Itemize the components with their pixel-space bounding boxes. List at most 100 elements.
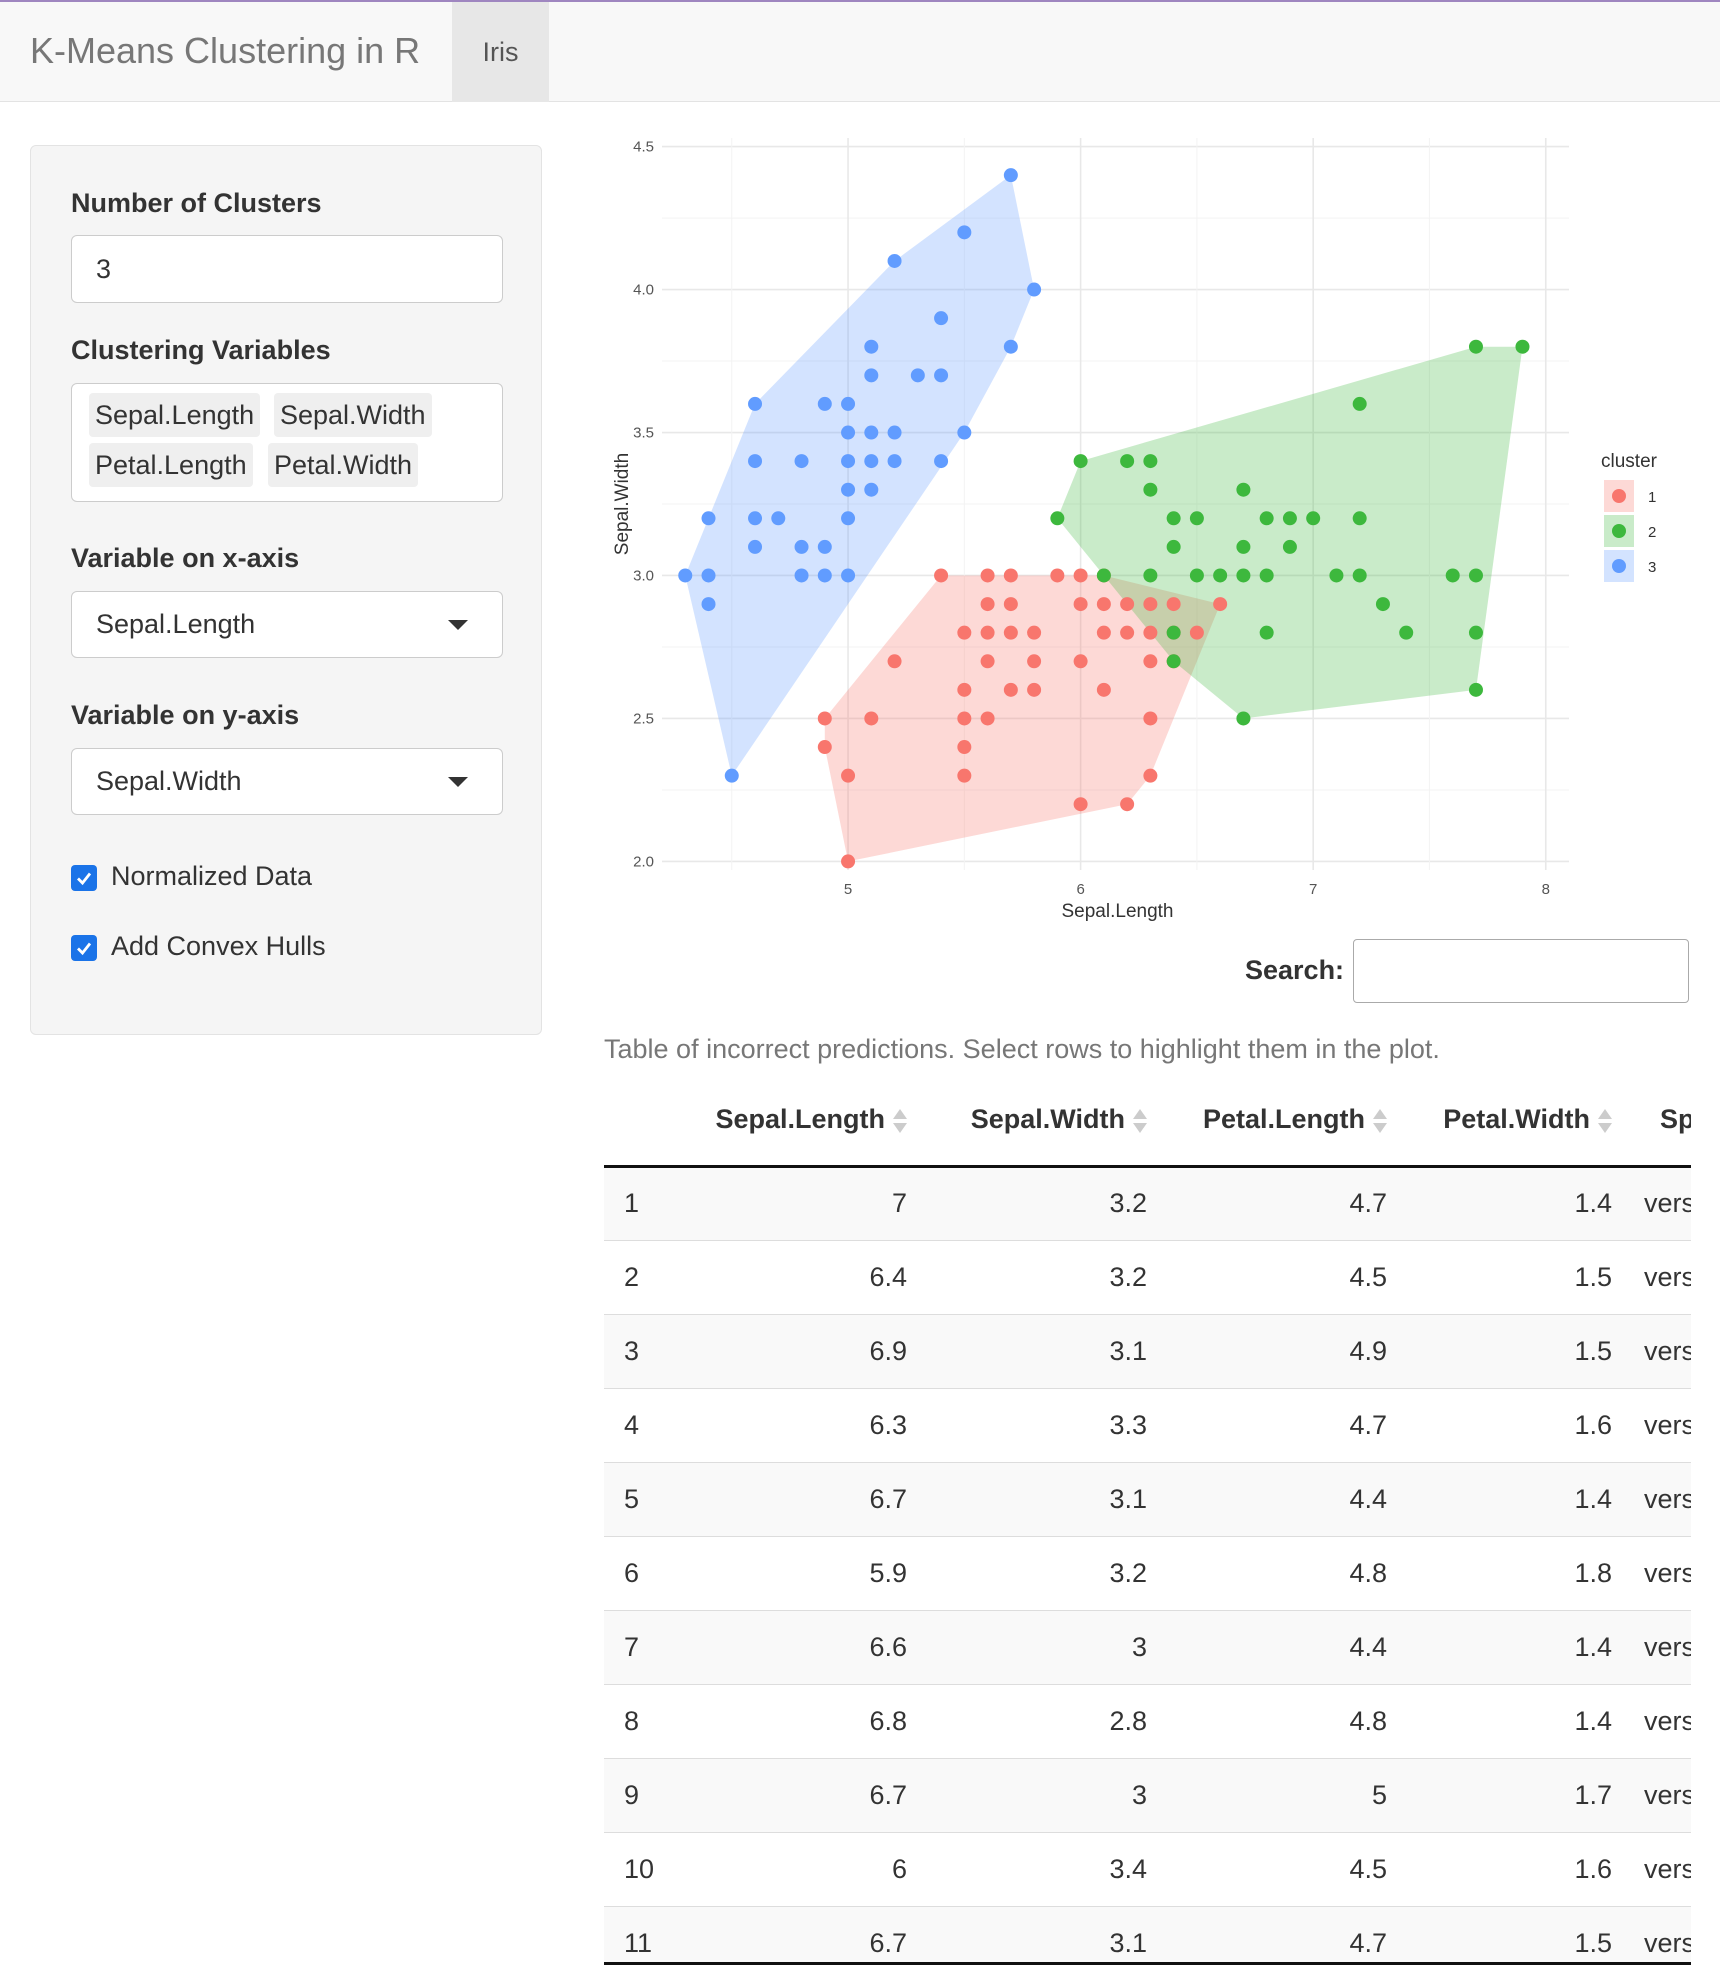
table-cell: 6.7	[664, 1462, 907, 1537]
col-header-species[interactable]: Sp	[1612, 1075, 1691, 1168]
table-cell: 4	[604, 1388, 664, 1463]
chevron-down-icon	[448, 620, 468, 630]
data-point-cluster-2	[1050, 511, 1065, 526]
data-point-cluster-1	[1166, 597, 1181, 612]
table-row[interactable]: 3 6.9 3.1 4.9 1.5 vers	[604, 1314, 1691, 1389]
data-point-cluster-3	[934, 454, 949, 469]
table-cell: 6.7	[664, 1758, 907, 1833]
table-row[interactable]: 5 6.7 3.1 4.4 1.4 vers	[604, 1462, 1691, 1537]
data-point-cluster-3	[957, 425, 972, 440]
var-chip[interactable]: Sepal.Width	[274, 393, 432, 437]
num-clusters-input[interactable]: 3	[71, 235, 503, 303]
data-point-cluster-3	[794, 568, 809, 583]
x-axis-select[interactable]: Sepal.Length	[71, 591, 503, 658]
data-point-cluster-3	[864, 482, 879, 497]
table-row[interactable]: 2 6.4 3.2 4.5 1.5 vers	[604, 1240, 1691, 1315]
convex-hulls-checkbox[interactable]	[71, 935, 97, 961]
data-point-cluster-1	[934, 568, 949, 583]
data-point-cluster-1	[980, 625, 995, 640]
data-point-cluster-2	[1189, 511, 1204, 526]
data-point-cluster-3	[910, 368, 925, 383]
table-cell: 4.7	[1147, 1906, 1387, 1962]
var-chip[interactable]: Sepal.Length	[89, 393, 261, 437]
table-cell: vers	[1612, 1610, 1691, 1685]
table-cell: 4.4	[1147, 1462, 1387, 1537]
sort-icon[interactable]	[1133, 1108, 1147, 1134]
x-tick-label: 5	[844, 881, 852, 898]
table-cell: 2.8	[907, 1684, 1147, 1759]
legend-label: 2	[1648, 524, 1656, 541]
data-point-cluster-3	[748, 539, 763, 554]
table-cell: 7	[664, 1166, 907, 1241]
clustering-vars-select[interactable]: Sepal.Length Sepal.Width Petal.Length Pe…	[71, 383, 503, 502]
cluster-hull-1	[824, 575, 1221, 862]
data-point-cluster-2	[1352, 511, 1367, 526]
table-cell: 1.5	[1387, 1314, 1612, 1389]
table-row[interactable]: 1 7 3.2 4.7 1.4 vers	[604, 1166, 1691, 1241]
var-chip[interactable]: Petal.Length	[89, 443, 253, 487]
table-row[interactable]: 7 6.6 3 4.4 1.4 vers	[604, 1610, 1691, 1685]
data-point-cluster-2	[1143, 482, 1158, 497]
data-point-cluster-3	[817, 539, 832, 554]
table-row[interactable]: 6 5.9 3.2 4.8 1.8 vers	[604, 1536, 1691, 1611]
x-axis-title: Sepal.Length	[1062, 901, 1174, 922]
table-row[interactable]: 4 6.3 3.3 4.7 1.6 vers	[604, 1388, 1691, 1463]
table-cell: 1.4	[1387, 1166, 1612, 1241]
tab-iris[interactable]: Iris	[452, 2, 549, 102]
col-header-petal-width[interactable]: Petal.Width	[1387, 1075, 1612, 1168]
table-cell: 3.3	[907, 1388, 1147, 1463]
x-tick-label: 6	[1076, 881, 1084, 898]
col-header-sepal-length[interactable]: Sepal.Length	[664, 1075, 907, 1168]
legend-point-2	[1612, 524, 1626, 538]
data-point-cluster-1	[1073, 597, 1088, 612]
table-cell: vers	[1612, 1684, 1691, 1759]
x-tick-label: 7	[1309, 881, 1317, 898]
col-header-sepal-width[interactable]: Sepal.Width	[907, 1075, 1147, 1168]
table-cell: 4.7	[1147, 1166, 1387, 1241]
var-chip[interactable]: Petal.Width	[268, 443, 419, 487]
data-point-cluster-3	[817, 396, 832, 411]
y-axis-title: Sepal.Width	[612, 453, 633, 555]
clustering-vars-label: Clustering Variables	[71, 335, 331, 365]
data-point-cluster-2	[1468, 682, 1483, 697]
table-row[interactable]: 10 6 3.4 4.5 1.6 vers	[604, 1832, 1691, 1907]
table-cell: 4.5	[1147, 1240, 1387, 1315]
data-point-cluster-1	[1027, 682, 1042, 697]
data-point-cluster-1	[887, 654, 902, 669]
table-cell: 4.9	[1147, 1314, 1387, 1389]
table-cell: 5.9	[664, 1536, 907, 1611]
predictions-table: Sepal.Length Sepal.Width Petal.Length Pe…	[604, 1075, 1691, 1965]
table-cell: 3	[907, 1758, 1147, 1833]
data-point-cluster-1	[1120, 625, 1135, 640]
data-point-cluster-3	[748, 511, 763, 526]
table-cell: 9	[604, 1758, 664, 1833]
sort-icon[interactable]	[1598, 1108, 1612, 1134]
data-point-cluster-2	[1236, 482, 1251, 497]
table-row[interactable]: 11 6.7 3.1 4.7 1.5 vers	[604, 1906, 1691, 1962]
table-cell: vers	[1612, 1906, 1691, 1962]
table-row[interactable]: 8 6.8 2.8 4.8 1.4 vers	[604, 1684, 1691, 1759]
data-point-cluster-1	[957, 740, 972, 755]
data-point-cluster-1	[957, 625, 972, 640]
data-point-cluster-1	[841, 768, 856, 783]
sort-icon[interactable]	[1373, 1108, 1387, 1134]
data-point-cluster-1	[980, 568, 995, 583]
data-point-cluster-2	[1096, 568, 1111, 583]
normalized-checkbox[interactable]	[71, 865, 97, 891]
data-point-cluster-3	[841, 396, 856, 411]
col-header-index	[604, 1075, 664, 1168]
col-header-petal-length[interactable]: Petal.Length	[1147, 1075, 1387, 1168]
sort-icon[interactable]	[893, 1108, 907, 1134]
data-point-cluster-2	[1189, 568, 1204, 583]
table-row[interactable]: 9 6.7 3 5 1.7 vers	[604, 1758, 1691, 1833]
search-input[interactable]	[1353, 939, 1689, 1003]
data-point-cluster-1	[1143, 597, 1158, 612]
data-point-cluster-3	[864, 339, 879, 354]
table-cell: 8	[604, 1684, 664, 1759]
y-axis-select[interactable]: Sepal.Width	[71, 748, 503, 815]
app-title: K-Means Clustering in R	[30, 30, 421, 71]
data-point-cluster-2	[1073, 454, 1088, 469]
data-point-cluster-1	[1143, 625, 1158, 640]
data-point-cluster-3	[771, 511, 786, 526]
data-point-cluster-3	[724, 768, 739, 783]
